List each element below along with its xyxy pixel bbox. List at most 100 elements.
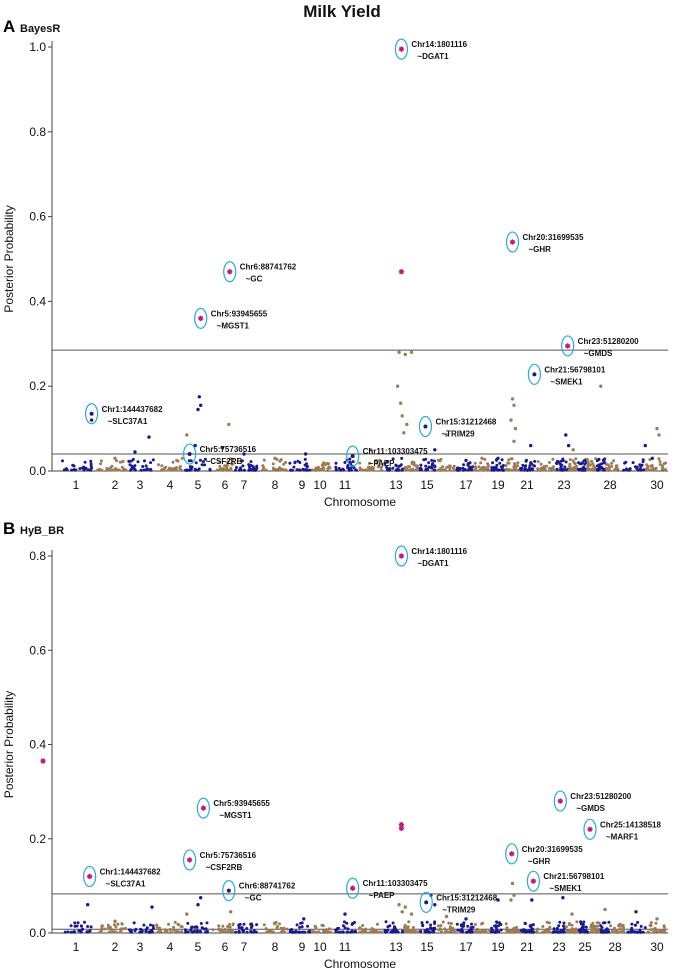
snp-point — [229, 468, 233, 472]
snp-point — [570, 923, 574, 927]
snp-point — [634, 923, 638, 927]
snp-point — [278, 922, 281, 926]
x-tick-label: 17 — [459, 940, 473, 954]
snp-annotation-position: Chr1:144437682 — [100, 867, 161, 876]
snp-point — [545, 929, 549, 933]
snp-point — [664, 461, 668, 465]
snp-point — [636, 920, 640, 924]
snp-point — [405, 468, 409, 472]
snp-point — [431, 927, 435, 931]
snp-point — [196, 929, 199, 933]
snp-point — [190, 465, 194, 469]
snp-point — [490, 928, 494, 932]
snp-point — [649, 924, 653, 928]
snp-point — [180, 457, 184, 460]
snp-point — [89, 462, 93, 466]
snp-star-core — [510, 852, 514, 856]
snp-annotation-position: Chr5:75736516 — [200, 851, 257, 860]
snp-point — [650, 456, 654, 460]
snp-point — [73, 921, 77, 925]
snp-point — [350, 454, 355, 459]
snp-point — [572, 461, 576, 465]
snp-point — [409, 912, 414, 916]
x-tick-label: 5 — [195, 940, 202, 954]
snp-point — [525, 458, 528, 462]
snp-point — [86, 930, 90, 934]
snp-point — [530, 898, 534, 902]
snp-point — [433, 465, 437, 469]
snp-point — [230, 929, 234, 932]
snp-annotation-position: Chr11:103303475 — [363, 447, 428, 456]
snp-point — [377, 465, 381, 469]
snp-point — [555, 926, 559, 930]
snp-point — [512, 439, 516, 443]
snp-point — [193, 925, 197, 929]
snp-point — [509, 457, 513, 461]
y-tick-label: 0.6 — [29, 643, 46, 657]
snp-point — [441, 465, 445, 469]
snp-point — [500, 465, 504, 469]
snp-annotation-gene: ~GHR — [529, 245, 552, 254]
snp-circle — [527, 363, 542, 385]
snp-point — [69, 930, 73, 934]
snp-point — [86, 925, 90, 928]
highlighted-snp: Chr5:75736516 ~CSF2RB — [183, 443, 257, 466]
highlighted-snp: Chr23:51280200 ~GMDS — [561, 335, 639, 358]
snp-point — [662, 924, 666, 928]
snp-point — [443, 927, 447, 931]
snp-point — [341, 930, 345, 934]
snp-point — [117, 468, 121, 472]
snp-point — [419, 467, 423, 471]
snp-point — [370, 930, 374, 933]
snp-point — [361, 924, 365, 927]
snp-point — [624, 468, 628, 472]
snp-point — [327, 465, 331, 469]
x-tick-label: 4 — [167, 940, 174, 954]
snp-point — [445, 465, 449, 469]
snp-point — [160, 468, 164, 472]
snp-point — [406, 925, 410, 929]
snp-point — [149, 461, 153, 465]
snp-annotation-position: Chr6:88741762 — [239, 882, 296, 891]
snp-point — [315, 930, 319, 934]
snp-point — [474, 466, 478, 470]
snp-point — [308, 930, 311, 934]
snp-point — [375, 461, 379, 465]
snp-point — [113, 919, 117, 923]
snp-star-core — [400, 47, 403, 51]
snp-point — [281, 929, 285, 933]
snp-point — [293, 460, 297, 464]
snp-point — [582, 920, 586, 924]
x-axis-label: Chromosome — [324, 957, 396, 971]
snp-point — [158, 926, 162, 930]
snp-point — [634, 930, 638, 934]
snp-point — [221, 924, 225, 928]
snp-point — [86, 903, 90, 907]
snp-point — [326, 930, 330, 934]
snp-point — [177, 923, 181, 927]
snp-point — [190, 925, 194, 929]
snp-point — [133, 467, 137, 471]
snp-point — [342, 468, 346, 472]
snp-point — [70, 468, 73, 472]
snp-point — [643, 926, 647, 930]
snp-point — [334, 461, 338, 465]
snp-point — [220, 446, 224, 450]
snp-point — [519, 468, 523, 472]
snp-point — [176, 459, 180, 463]
snp-point — [473, 461, 477, 465]
snp-point — [596, 468, 600, 472]
snp-point — [199, 403, 203, 407]
snp-annotation-position: Chr21:56798101 — [544, 365, 605, 374]
snp-point — [99, 462, 103, 466]
x-tick-label: 5 — [195, 478, 202, 492]
snp-point — [521, 929, 525, 933]
snp-point — [89, 468, 93, 472]
snp-point — [237, 929, 241, 933]
snp-point — [346, 930, 349, 934]
snp-point — [563, 468, 567, 472]
snp-point — [240, 459, 244, 463]
snp-point — [179, 925, 183, 928]
snp-point — [521, 463, 525, 467]
snp-point — [69, 924, 73, 928]
